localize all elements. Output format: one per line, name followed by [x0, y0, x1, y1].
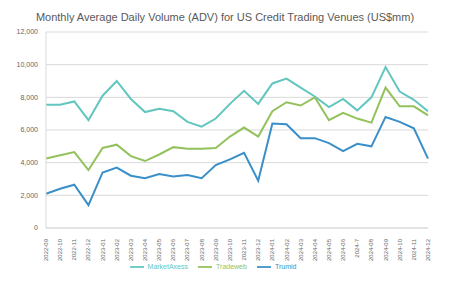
- svg-text:12,000: 12,000: [17, 28, 39, 35]
- svg-text:2023-08: 2023-08: [199, 238, 205, 261]
- html-text:Tradeweb: Tradeweb: [216, 262, 247, 270]
- svg-text:6,000: 6,000: [20, 126, 38, 133]
- svg-text:2023-10: 2023-10: [227, 238, 233, 261]
- svg-text:10,000: 10,000: [17, 61, 39, 68]
- svg-text:2023-04: 2023-04: [142, 238, 148, 261]
- svg-text:2024-04: 2024-04: [312, 238, 318, 261]
- svg-text:2,000: 2,000: [20, 192, 38, 199]
- svg-text:8,000: 8,000: [20, 94, 38, 101]
- svg-text:2023-09: 2023-09: [213, 238, 219, 261]
- svg-text:2024-06: 2024-06: [340, 238, 346, 261]
- svg-text:2023-06: 2023-06: [170, 238, 176, 261]
- html-text:Monthly Average Daily Volume (: Monthly Average Daily Volume (ADV) for U…: [35, 11, 415, 23]
- svg-text:2023-03: 2023-03: [128, 238, 134, 261]
- svg-text:2024-08: 2024-08: [368, 238, 374, 261]
- svg-text:2022-10: 2022-10: [57, 238, 63, 261]
- svg-text:2023-05: 2023-05: [156, 238, 162, 261]
- svg-text:4,000: 4,000: [20, 159, 38, 166]
- svg-text:0: 0: [34, 224, 38, 231]
- svg-text:2023-02: 2023-02: [114, 238, 120, 261]
- svg-text:2024-01: 2024-01: [269, 238, 275, 261]
- svg-text:2022-09: 2022-09: [43, 238, 49, 261]
- svg-text:2024-05: 2024-05: [326, 238, 332, 261]
- svg-text:2024-12: 2024-12: [425, 238, 431, 261]
- svg-text:2023-07: 2023-07: [184, 238, 190, 261]
- svg-text:2022-11: 2022-11: [71, 238, 77, 260]
- svg-text:2024-02: 2024-02: [284, 238, 290, 261]
- svg-text:2023-01: 2023-01: [100, 238, 106, 261]
- svg-text:2023-12: 2023-12: [255, 238, 261, 261]
- svg-text:2024-7: 2024-7: [354, 238, 360, 257]
- svg-text:2022-12: 2022-12: [85, 238, 91, 261]
- svg-text:2024-09: 2024-09: [383, 238, 389, 261]
- svg-text:2024-03: 2024-03: [298, 238, 304, 261]
- svg-text:2023-11: 2023-11: [241, 238, 247, 260]
- html-text:Trumid: Trumid: [274, 262, 297, 270]
- svg-text:2024-11: 2024-11: [411, 238, 417, 260]
- svg-text:2024-10: 2024-10: [397, 238, 403, 261]
- html-text:MarketAxess: MarketAxess: [147, 262, 188, 270]
